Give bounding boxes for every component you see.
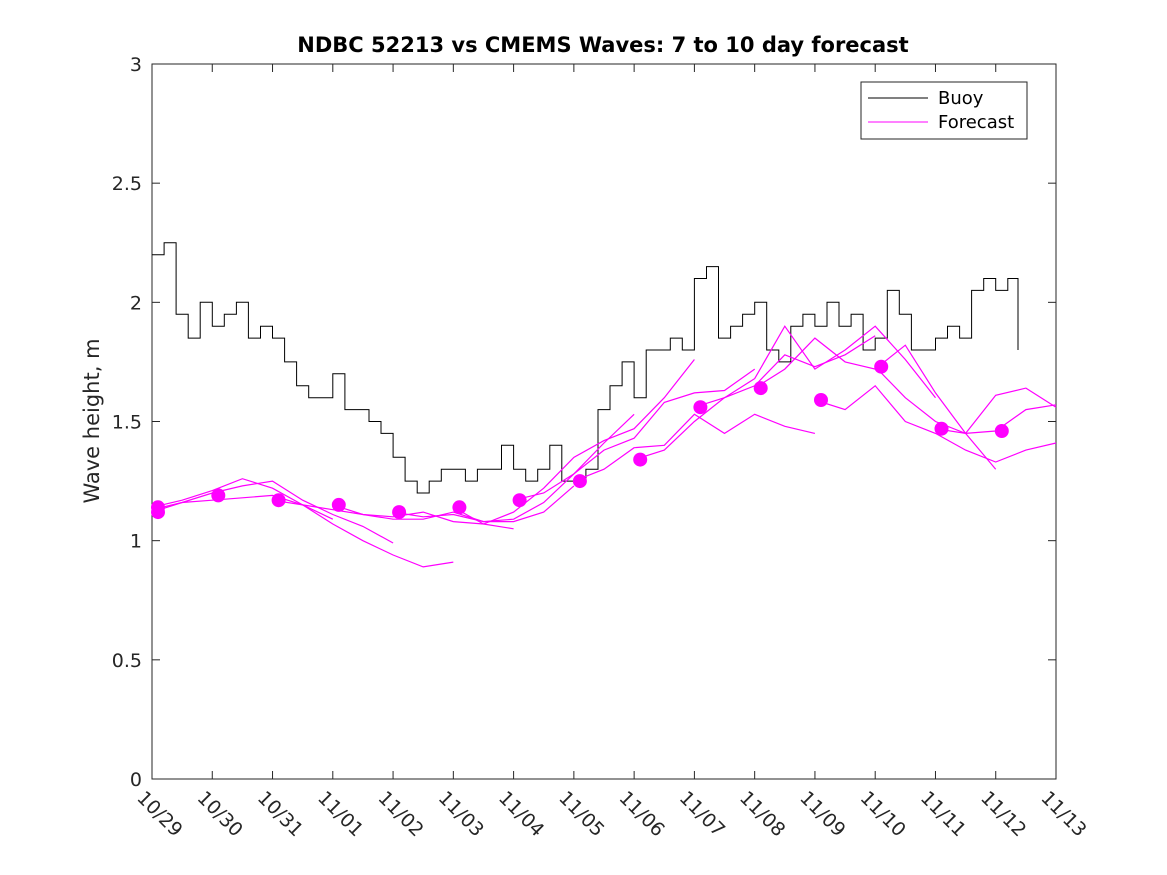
forecast-line <box>393 413 635 523</box>
forecast-point <box>753 381 768 396</box>
forecast-point <box>693 400 708 415</box>
forecast-point <box>211 488 226 503</box>
forecast-point <box>572 474 587 489</box>
y-tick-label: 3 <box>130 54 142 76</box>
legend-forecast-label: Forecast <box>938 112 1014 133</box>
buoy-line <box>152 242 1019 494</box>
y-tick-label: 2 <box>130 292 142 314</box>
forecast-line <box>332 485 575 523</box>
forecast-point <box>814 393 828 407</box>
forecast-point <box>392 505 407 520</box>
forecast-line <box>453 359 695 525</box>
y-tick-label: 0.5 <box>112 650 142 672</box>
forecast-point <box>512 493 527 508</box>
y-tick-label: 0 <box>130 769 142 791</box>
forecast-line <box>573 413 816 482</box>
forecast-point <box>994 424 1009 438</box>
forecast-points <box>151 359 1009 520</box>
forecast-line <box>694 325 936 408</box>
forecast-point <box>331 497 346 512</box>
forecast-point <box>934 421 949 436</box>
chart-title: NDBC 52213 vs CMEMS Waves: 7 to 10 day f… <box>297 33 908 57</box>
legend-buoy-label: Buoy <box>938 88 984 109</box>
legend-box <box>860 81 1028 140</box>
y-tick-label: 2.5 <box>112 173 142 195</box>
forecast-point <box>633 452 648 467</box>
buoy-series <box>152 242 1019 494</box>
y-axis-ticks: 0 0.5 1 1.5 2 2.5 3 <box>112 54 1056 791</box>
legend: Buoy Forecast <box>860 81 1028 140</box>
y-axis-label: Wave height, m <box>80 338 104 503</box>
forecast-line <box>272 499 514 530</box>
forecast-line <box>151 480 394 544</box>
forecast-point <box>271 493 286 508</box>
forecast-line <box>814 384 1057 463</box>
forecast-line <box>513 368 756 501</box>
forecast-point <box>874 359 889 374</box>
forecast-point <box>151 500 165 515</box>
plot-area: 10/29 10/30 10/31 11/01 11/02 11/03 11/04 11/05… <box>112 54 1091 841</box>
y-tick-label: 1.5 <box>112 412 142 434</box>
forecast-point <box>452 500 467 515</box>
plot-frame <box>151 63 1057 780</box>
y-tick-label: 1 <box>130 531 142 553</box>
